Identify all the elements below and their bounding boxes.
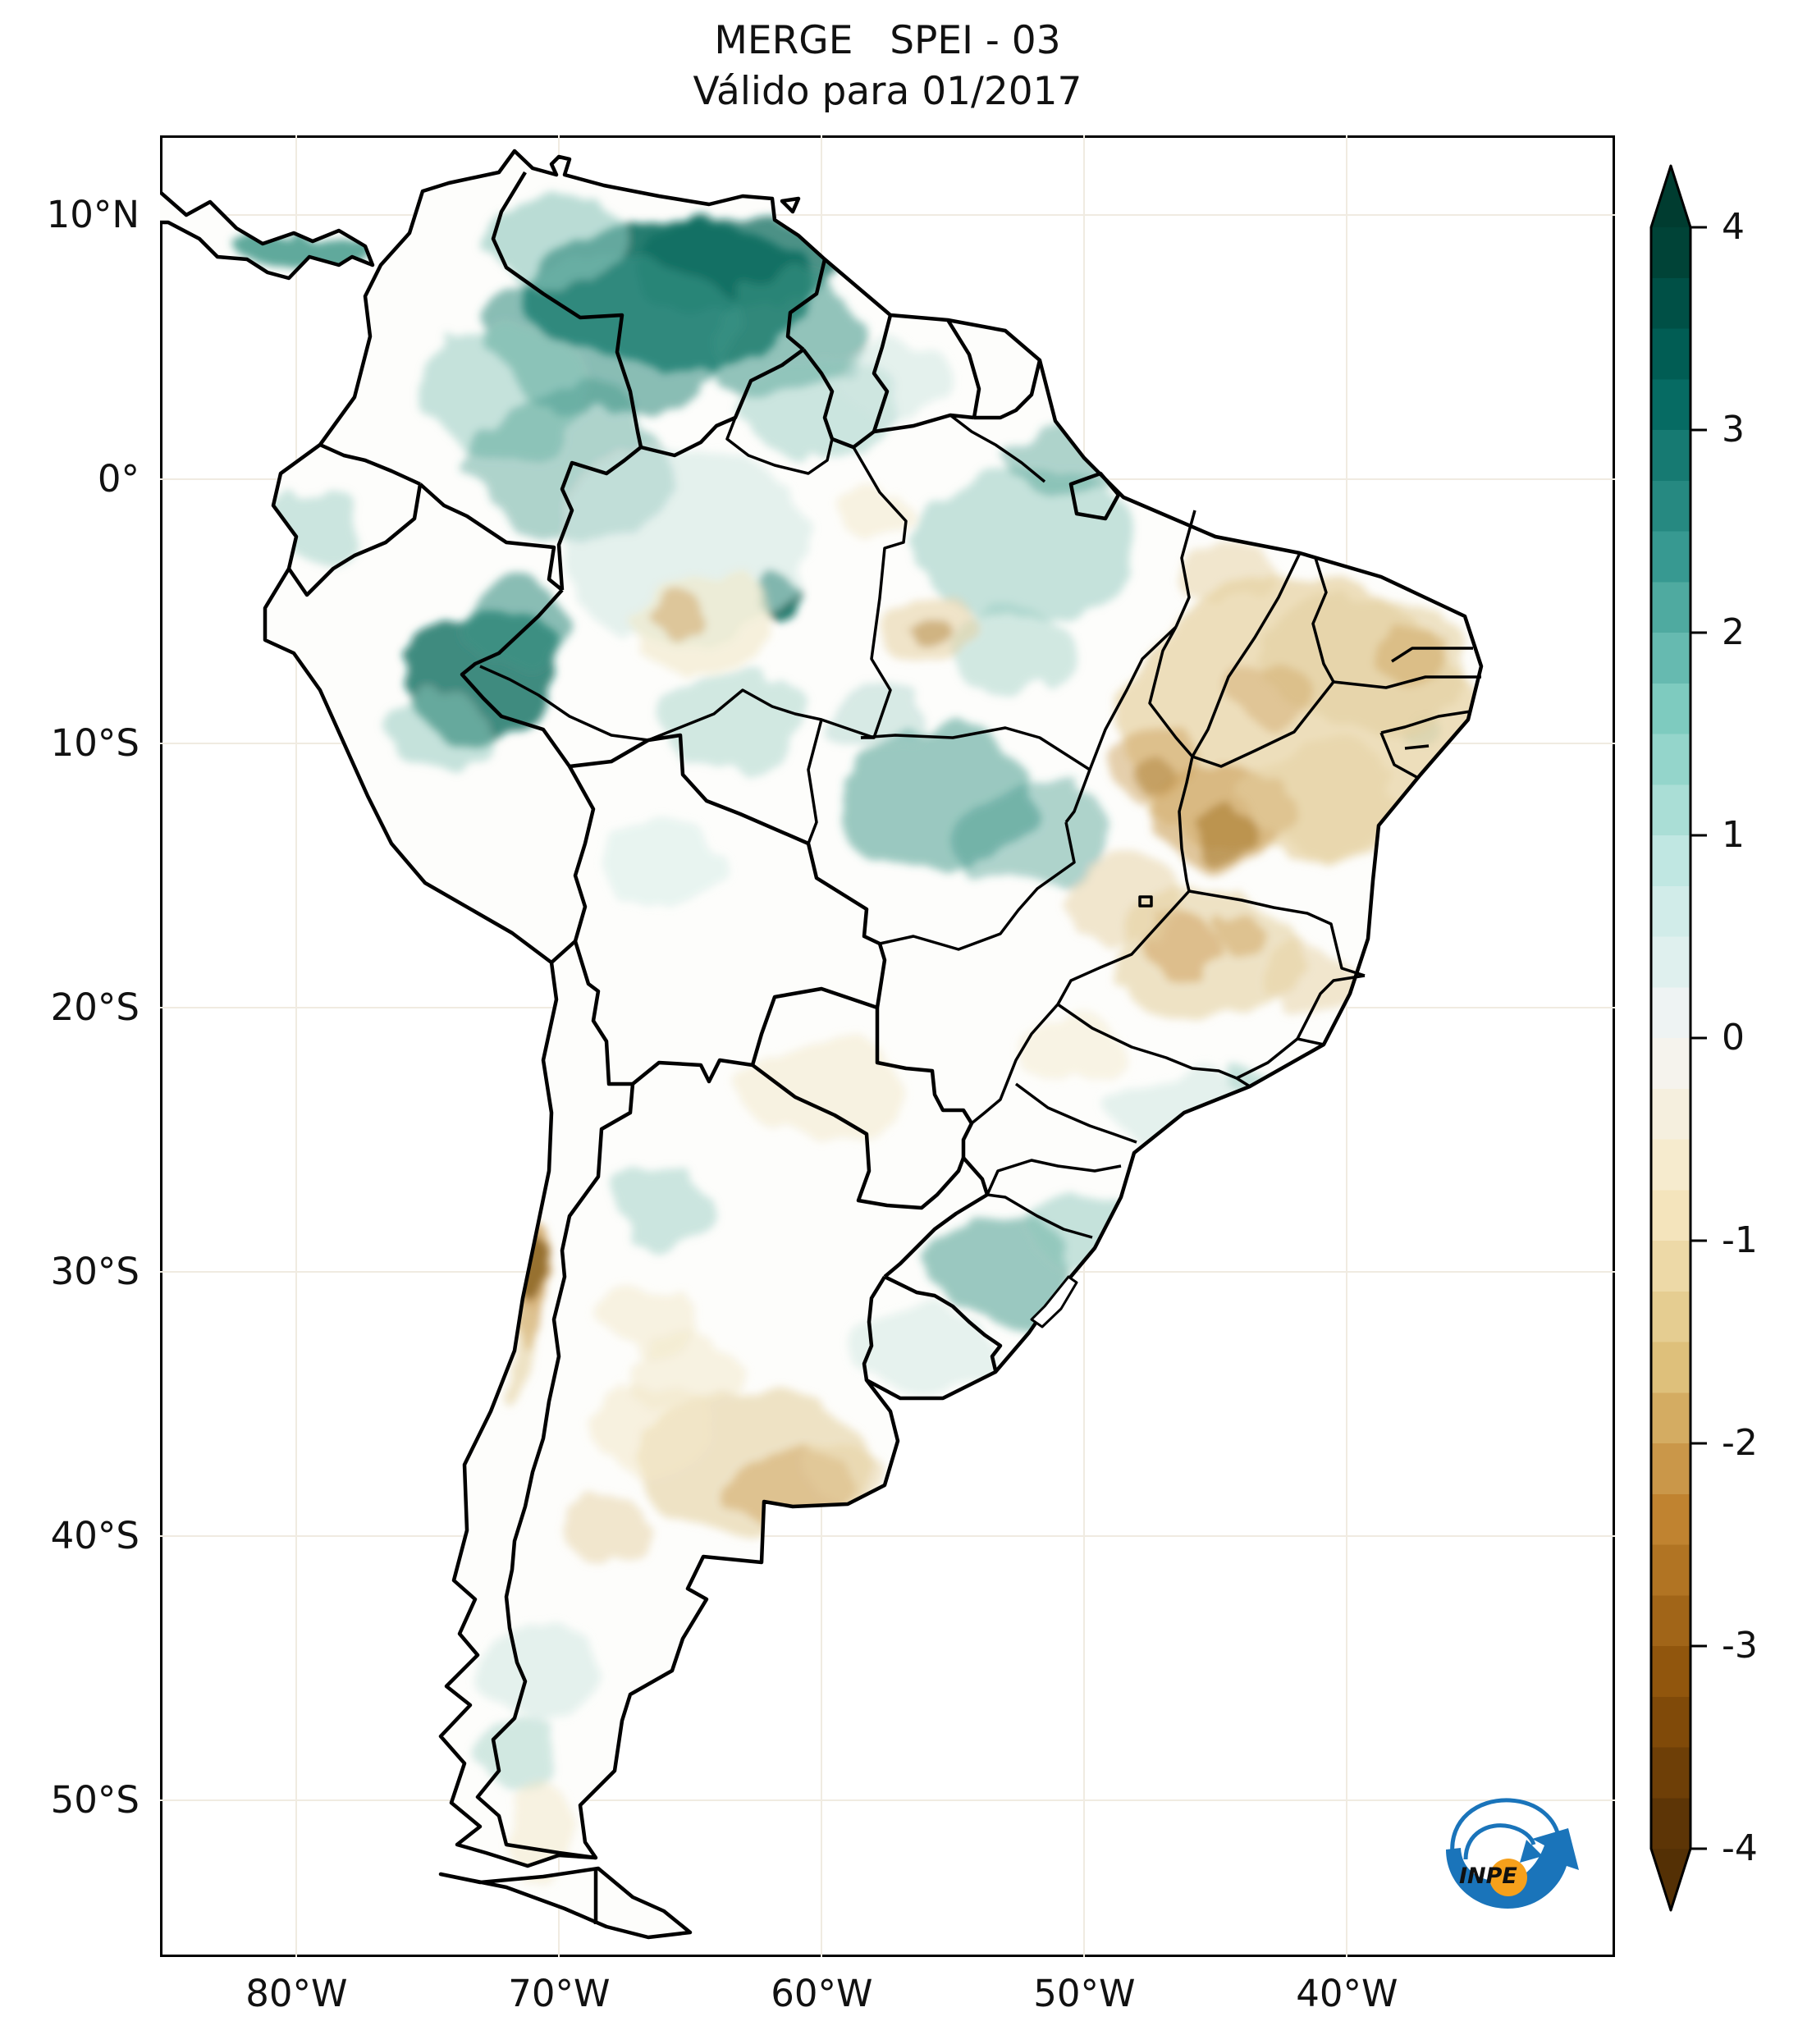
logo-orange-circle — [1489, 1859, 1527, 1896]
spei-anomaly-field — [160, 151, 1481, 1937]
lat-tick-label: 10°S — [50, 720, 140, 765]
colorbar-tick-label: 2 — [1722, 611, 1745, 653]
colorbar-extend-upper-arrow — [1651, 166, 1690, 227]
lon-tick-label: 60°W — [771, 1972, 873, 2015]
lat-tick-label: 20°S — [50, 985, 140, 1029]
logo-down-arrowhead — [1520, 1840, 1543, 1863]
figure-title: MERGE SPEI - 03 — [714, 18, 1061, 63]
south-america-spei-map — [160, 135, 1615, 1957]
spei-colorbar — [1649, 164, 1707, 1912]
lon-tick-label: 50°W — [1033, 1972, 1136, 2015]
logo-text: INPE — [1459, 1863, 1517, 1889]
state-borders — [479, 414, 1481, 1328]
logo-inner-arrow-arc — [1463, 1823, 1536, 1860]
inpe-logo: INPE — [1446, 1798, 1579, 1909]
lon-tick-label: 70°W — [508, 1972, 611, 2015]
lon-tick-label: 80°W — [245, 1972, 348, 2015]
country-borders — [287, 171, 1042, 1924]
lat-tick-label: 40°S — [50, 1513, 140, 1557]
coastline — [160, 149, 1484, 1940]
logo-up-arrow-swoosh — [1446, 1828, 1579, 1909]
lat-tick-label: 50°S — [50, 1777, 140, 1822]
lat-tick-label: 10°N — [46, 192, 140, 236]
lat-tick-label: 30°S — [50, 1249, 140, 1293]
colorbar-tick-label: -2 — [1722, 1422, 1758, 1464]
lon-tick-label: 40°W — [1296, 1972, 1398, 2015]
colorbar-ticks — [1690, 226, 1707, 1850]
lat-tick-label: 0° — [97, 456, 140, 501]
figure-subtitle: Válido para 01/2017 — [693, 69, 1082, 114]
colorbar-extend-lower-arrow — [1651, 1849, 1690, 1910]
colorbar-tick-label: 3 — [1722, 409, 1745, 450]
logo-swirl-arc — [1450, 1798, 1562, 1855]
colorbar-tick-label: 1 — [1722, 814, 1745, 856]
colorbar-tick-label: -3 — [1722, 1625, 1758, 1667]
colorbar-tick-label: 4 — [1722, 206, 1745, 248]
colorbar-tick-label: 0 — [1722, 1017, 1745, 1059]
colorbar-tick-label: -4 — [1722, 1827, 1758, 1869]
colorbar-tick-label: -1 — [1722, 1219, 1758, 1261]
